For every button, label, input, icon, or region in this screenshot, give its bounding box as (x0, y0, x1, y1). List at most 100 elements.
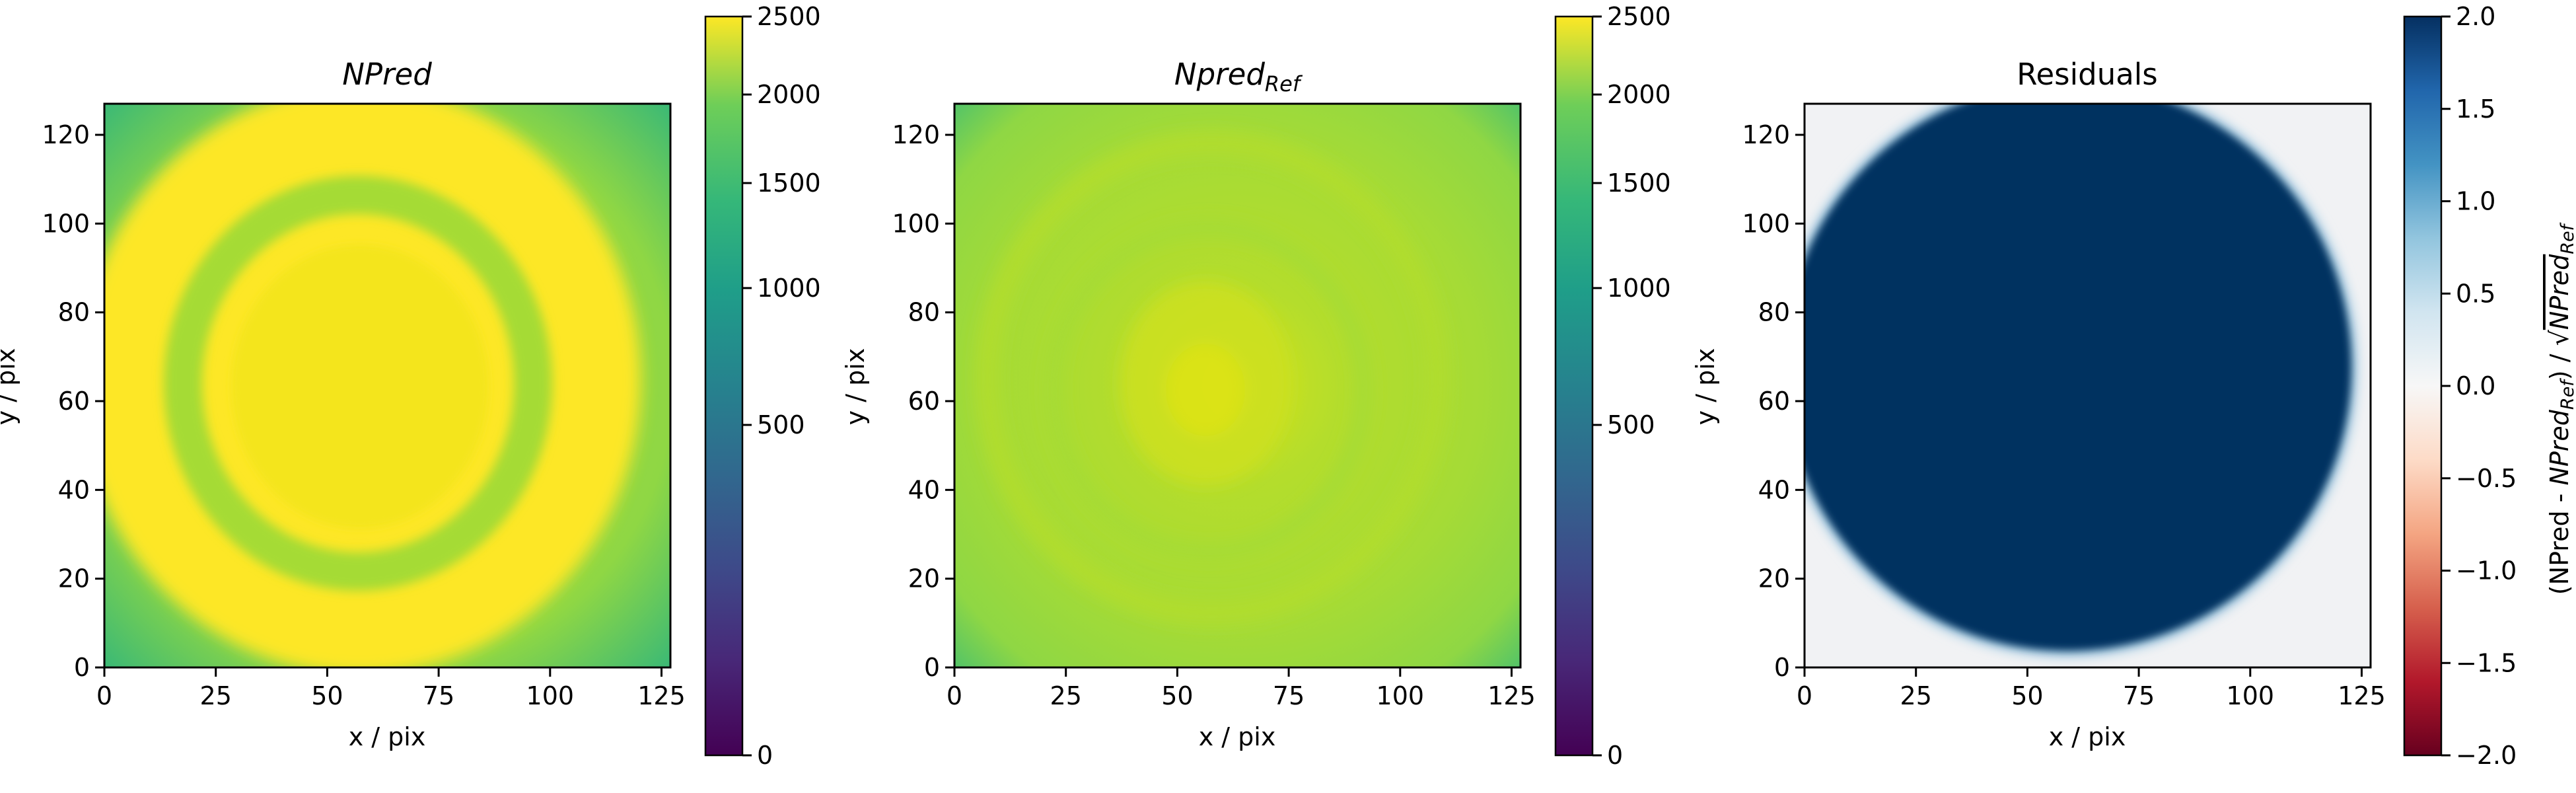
colorbar-ticks-residuals: −2.0 −1.5 −1.0 −0.5 0.0 0.5 1.0 1.5 2.0 (2441, 2, 2517, 770)
y-tick-label: 60 (908, 387, 940, 416)
colorbar-tick-label: 1.0 (2456, 187, 2495, 216)
cb-label-part-5: Ref (2558, 222, 2576, 254)
x-tick-label: 100 (526, 681, 575, 710)
title-residuals: Residuals (2017, 57, 2158, 92)
x-tick-label: 0 (1797, 681, 1812, 710)
heatmap-residuals (1805, 104, 2371, 667)
axes-frame-npred (103, 102, 672, 669)
colorbar-label-residuals: (NPred - NPredRef) / √NPredRef (2545, 222, 2576, 595)
x-tick-label: 50 (2011, 681, 2043, 710)
y-tick-label: 80 (908, 298, 940, 327)
colorbar-ticks-npred: 0 500 1000 1500 2000 2500 (742, 2, 821, 770)
xlabel-npred: x / pix (349, 722, 426, 751)
ticks-npred: 0 25 50 75 100 125 0 20 40 60 80 100 120 (42, 120, 685, 710)
y-tick-label: 100 (892, 209, 940, 238)
x-tick-label: 75 (423, 681, 454, 710)
colorbar-tick-label: −2.0 (2456, 741, 2517, 770)
colorbar-tick-label: −0.5 (2456, 464, 2517, 493)
colorbar-tick-label: 2500 (1607, 2, 1671, 31)
y-tick-label: 80 (58, 298, 90, 327)
colorbar-tick-label: 1000 (757, 274, 821, 303)
title-npred-ref-sub: Ref (1265, 71, 1303, 96)
x-tick-label: 75 (2123, 681, 2155, 710)
y-tick-label: 20 (58, 564, 90, 593)
y-tick-label: 120 (42, 120, 90, 149)
colorbar-residuals: −2.0 −1.5 −1.0 −0.5 0.0 0.5 1.0 1.5 2.0 (NPred -… (2403, 2, 2576, 770)
x-tick-label: 75 (1273, 681, 1305, 710)
x-tick-label: 100 (2227, 681, 2275, 710)
x-tick-label: 125 (1487, 681, 1536, 710)
ylabel-npred-ref: y / pix (841, 348, 870, 426)
ticks-residuals: 0 25 50 75 100 125 0 20 40 60 80 100 120 (1742, 120, 2385, 710)
y-tick-label: 40 (1758, 475, 1790, 504)
y-tick-label: 0 (1774, 653, 1790, 682)
ylabel-npred: y / pix (0, 348, 20, 426)
x-tick-label: 25 (200, 681, 232, 710)
cb-label-part-3: ) / √ (2545, 329, 2574, 380)
ticks-npred-ref: 0 25 50 75 100 125 0 20 40 60 80 100 120 (892, 120, 1535, 710)
x-tick-label: 125 (637, 681, 686, 710)
x-tick-label: 0 (96, 681, 112, 710)
colorbar-tick-label: 500 (1607, 410, 1655, 439)
colorbar-tick-label: 1500 (757, 169, 821, 198)
x-tick-label: 125 (2338, 681, 2386, 710)
y-tick-label: 0 (74, 653, 90, 682)
axes-frame-npred-ref (953, 102, 1522, 669)
colorbar-tick-label: −1.0 (2456, 556, 2517, 585)
y-tick-label: 40 (58, 475, 90, 504)
colorbar-tick-label: 1.5 (2456, 94, 2495, 124)
x-tick-label: 50 (1161, 681, 1193, 710)
y-tick-label: 100 (42, 209, 90, 238)
colorbar-tick-label: 0 (757, 741, 773, 770)
cb-label-part-4: NPred (2545, 254, 2574, 330)
xlabel-npred-ref: x / pix (1199, 722, 1276, 751)
xlabel-residuals: x / pix (2049, 722, 2126, 751)
colorbar-gradient-npred-ref (1554, 15, 1594, 757)
title-npred-ref: NpredRef (1174, 57, 1303, 96)
panel-residuals: 0 25 50 75 100 125 0 20 40 60 80 100 120 Residuals x… (1691, 2, 2576, 770)
colorbar-tick-label: 1500 (1607, 169, 1671, 198)
colorbar-npred: 0 500 1000 1500 2000 2500 (704, 2, 821, 770)
y-tick-label: 20 (1758, 564, 1790, 593)
y-tick-label: 100 (1742, 209, 1790, 238)
panel-npred: 0 25 50 75 100 125 0 20 40 60 80 100 120 NPred x / p… (0, 2, 821, 770)
y-tick-label: 80 (1758, 298, 1790, 327)
y-tick-label: 0 (924, 653, 940, 682)
colorbar-tick-label: 2500 (757, 2, 821, 31)
axes-frame-residuals (1803, 102, 2372, 669)
title-npred-ref-main: Npred (1174, 57, 1265, 92)
heatmap-npred-ref (954, 104, 1521, 667)
colorbar-tick-label: 0.5 (2456, 279, 2495, 308)
y-tick-label: 20 (908, 564, 940, 593)
title-npred: NPred (342, 57, 432, 92)
ylabel-residuals: y / pix (1691, 348, 1720, 426)
colorbar-tick-label: 0.0 (2456, 371, 2495, 400)
x-tick-label: 25 (1050, 681, 1082, 710)
colorbar-tick-label: 2000 (1607, 80, 1671, 109)
cb-label-part-1: NPred (2545, 409, 2574, 485)
x-tick-label: 0 (947, 681, 962, 710)
colorbar-tick-label: 2000 (757, 80, 821, 109)
heatmap-npred (104, 104, 670, 667)
cb-label-part-0: (NPred - (2545, 486, 2574, 595)
colorbar-tick-label: 0 (1607, 741, 1623, 770)
y-tick-label: 120 (1742, 120, 1790, 149)
colorbar-gradient-residuals (2403, 15, 2443, 757)
colorbar-gradient-npred (704, 15, 744, 757)
y-tick-label: 60 (1758, 387, 1790, 416)
y-tick-label: 40 (908, 475, 940, 504)
colorbar-ticks-npred-ref: 0 500 1000 1500 2000 2500 (1592, 2, 1671, 770)
colorbar-tick-label: 1000 (1607, 274, 1671, 303)
cb-label-part-2: Ref (2558, 378, 2576, 410)
y-tick-label: 60 (58, 387, 90, 416)
colorbar-npred-ref: 0 500 1000 1500 2000 2500 (1554, 2, 1671, 770)
x-tick-label: 50 (311, 681, 343, 710)
x-tick-label: 25 (1900, 681, 1932, 710)
colorbar-tick-label: −1.5 (2456, 648, 2517, 677)
colorbar-tick-label: 2.0 (2456, 2, 2495, 31)
panel-npred-ref: 0 25 50 75 100 125 0 20 40 60 80 100 120 NpredRef x … (841, 2, 1671, 770)
y-tick-label: 120 (892, 120, 940, 149)
colorbar-tick-label: 500 (757, 410, 805, 439)
x-tick-label: 100 (1377, 681, 1425, 710)
